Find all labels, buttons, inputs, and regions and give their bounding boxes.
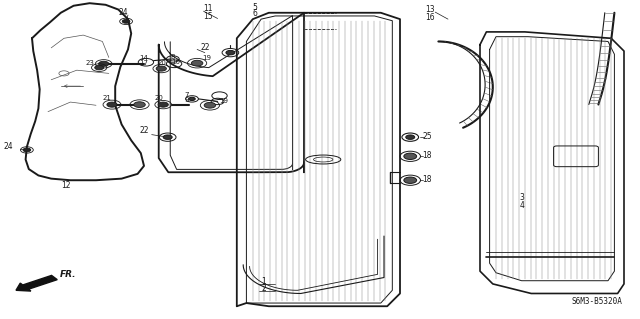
Text: 2: 2 [261, 284, 266, 293]
Text: 1: 1 [261, 277, 266, 286]
Text: 7: 7 [184, 92, 189, 98]
Text: 24: 24 [118, 8, 128, 17]
Text: 14: 14 [140, 55, 148, 61]
Text: 9: 9 [184, 97, 189, 103]
Text: 22: 22 [200, 43, 210, 52]
Text: 16: 16 [425, 13, 435, 22]
Circle shape [191, 60, 203, 66]
Text: 11: 11 [204, 4, 213, 13]
Text: 19: 19 [202, 56, 211, 61]
Text: 10: 10 [171, 59, 180, 65]
Circle shape [404, 177, 417, 183]
Text: 22: 22 [140, 126, 149, 135]
Circle shape [163, 135, 172, 139]
Circle shape [226, 50, 235, 55]
FancyArrow shape [16, 275, 57, 291]
Circle shape [95, 65, 104, 70]
Circle shape [204, 102, 216, 108]
Circle shape [406, 135, 415, 139]
Text: 23: 23 [86, 60, 95, 66]
Text: 3: 3 [520, 193, 525, 202]
Text: 18: 18 [422, 151, 432, 160]
Text: 25: 25 [422, 132, 432, 141]
Text: 19: 19 [219, 99, 228, 104]
Text: 12: 12 [61, 181, 70, 189]
Circle shape [189, 97, 195, 100]
Text: 4: 4 [520, 201, 525, 210]
Text: S6M3-B5320A: S6M3-B5320A [572, 297, 622, 306]
Circle shape [404, 153, 417, 160]
Text: 5: 5 [253, 3, 258, 11]
Text: FR.: FR. [60, 271, 76, 279]
Text: 13: 13 [425, 5, 435, 14]
Text: 15: 15 [204, 12, 213, 21]
Circle shape [99, 61, 109, 66]
Text: 24: 24 [4, 142, 13, 151]
Text: 18: 18 [422, 175, 432, 184]
Text: 6: 6 [253, 9, 258, 18]
Circle shape [156, 66, 166, 71]
Text: 20: 20 [155, 95, 164, 101]
Text: 17: 17 [140, 60, 148, 66]
Circle shape [23, 148, 31, 152]
Circle shape [107, 102, 117, 107]
Text: 8: 8 [171, 54, 175, 60]
Circle shape [158, 102, 168, 107]
Text: 20: 20 [157, 60, 166, 66]
Text: 21: 21 [102, 95, 111, 101]
Circle shape [122, 19, 130, 23]
Circle shape [134, 102, 145, 108]
